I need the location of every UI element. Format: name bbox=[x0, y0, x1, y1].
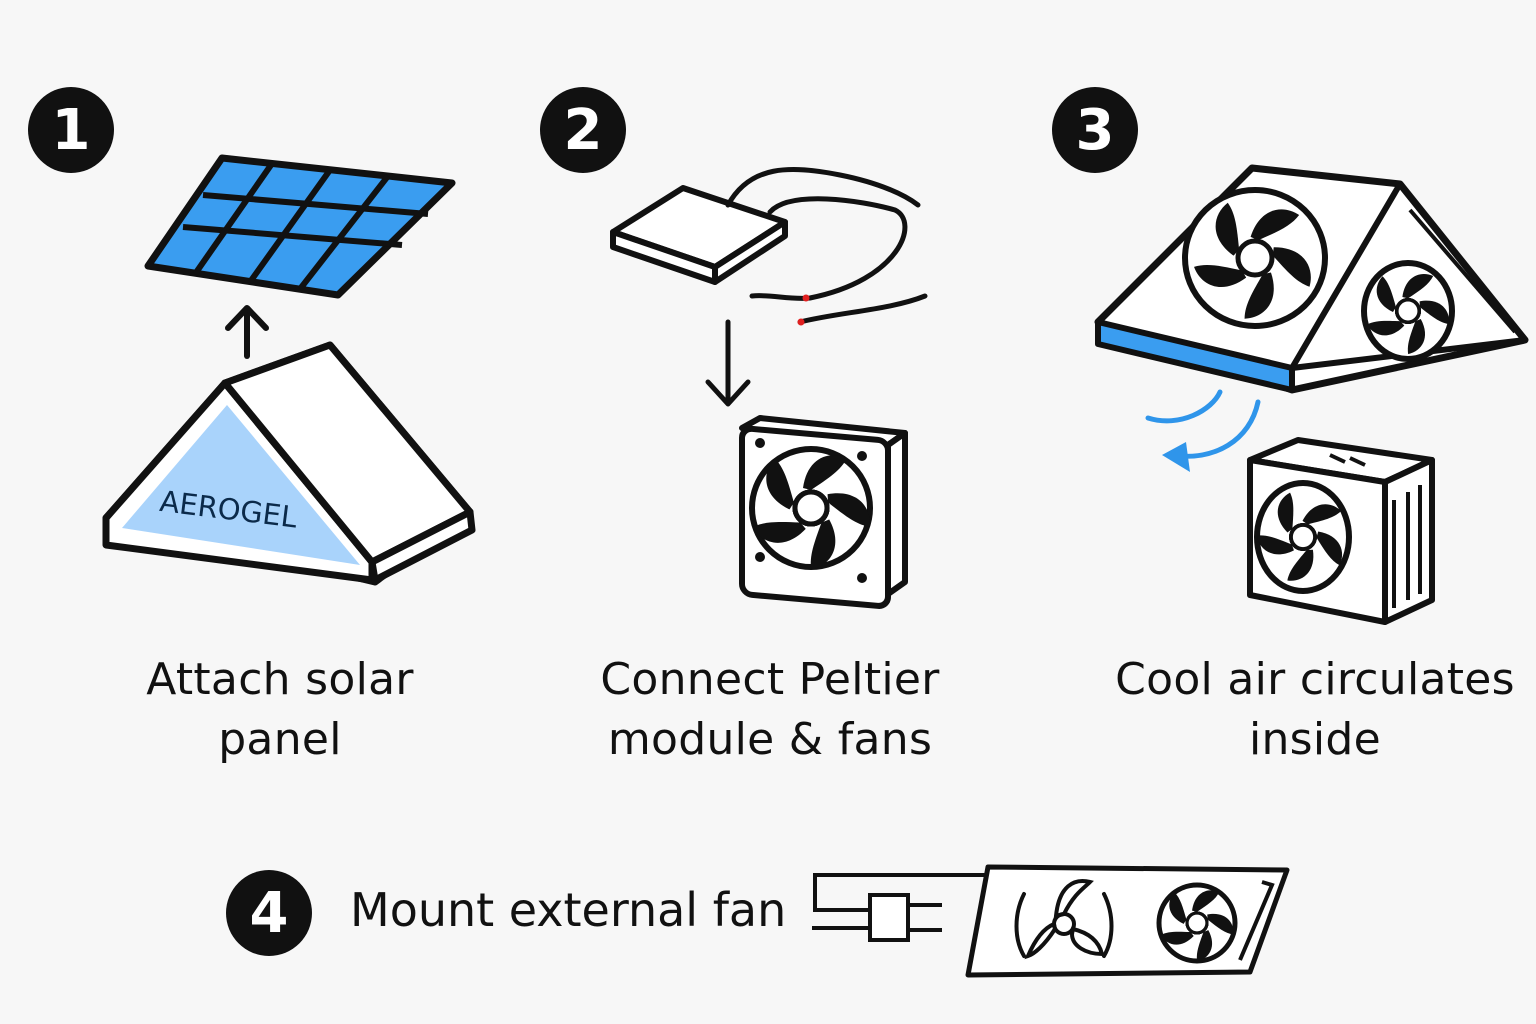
cooling-unit-icon bbox=[1247, 437, 1435, 625]
step-3-badge: 3 bbox=[1052, 87, 1138, 173]
up-arrow-icon bbox=[225, 305, 269, 359]
step-2-badge: 2 bbox=[540, 87, 626, 173]
peltier-module-icon bbox=[610, 185, 788, 285]
step-3-caption-line-2: inside bbox=[1248, 714, 1382, 765]
step-3-caption: Cool air circulates inside bbox=[1100, 650, 1530, 770]
aerogel-roof-icon bbox=[102, 341, 476, 586]
step-1-caption-line-1: Attach solar bbox=[146, 654, 414, 705]
wires-icon bbox=[725, 166, 928, 326]
step-3-caption-line-1: Cool air circulates bbox=[1115, 654, 1515, 705]
roof-unit-fans-icon bbox=[1094, 164, 1529, 394]
step-2-caption-line-2: module & fans bbox=[607, 714, 933, 765]
step-2-caption: Connect Peltier module & fans bbox=[570, 650, 970, 770]
step-4-badge: 4 bbox=[226, 870, 312, 956]
step-1-caption: Attach solar panel bbox=[80, 650, 480, 770]
plug-connector-icon bbox=[812, 873, 985, 942]
down-arrow-icon bbox=[705, 319, 751, 407]
case-fan-icon bbox=[739, 415, 908, 609]
step-2-caption-line-1: Connect Peltier bbox=[600, 654, 940, 705]
solar-panel-icon bbox=[144, 154, 456, 299]
external-fan-housing-icon bbox=[965, 864, 1290, 978]
step-1-caption-line-2: panel bbox=[218, 714, 342, 765]
step-1-badge: 1 bbox=[28, 87, 114, 173]
step-4-caption: Mount external fan bbox=[350, 883, 787, 937]
air-flow-icon bbox=[1145, 389, 1261, 472]
